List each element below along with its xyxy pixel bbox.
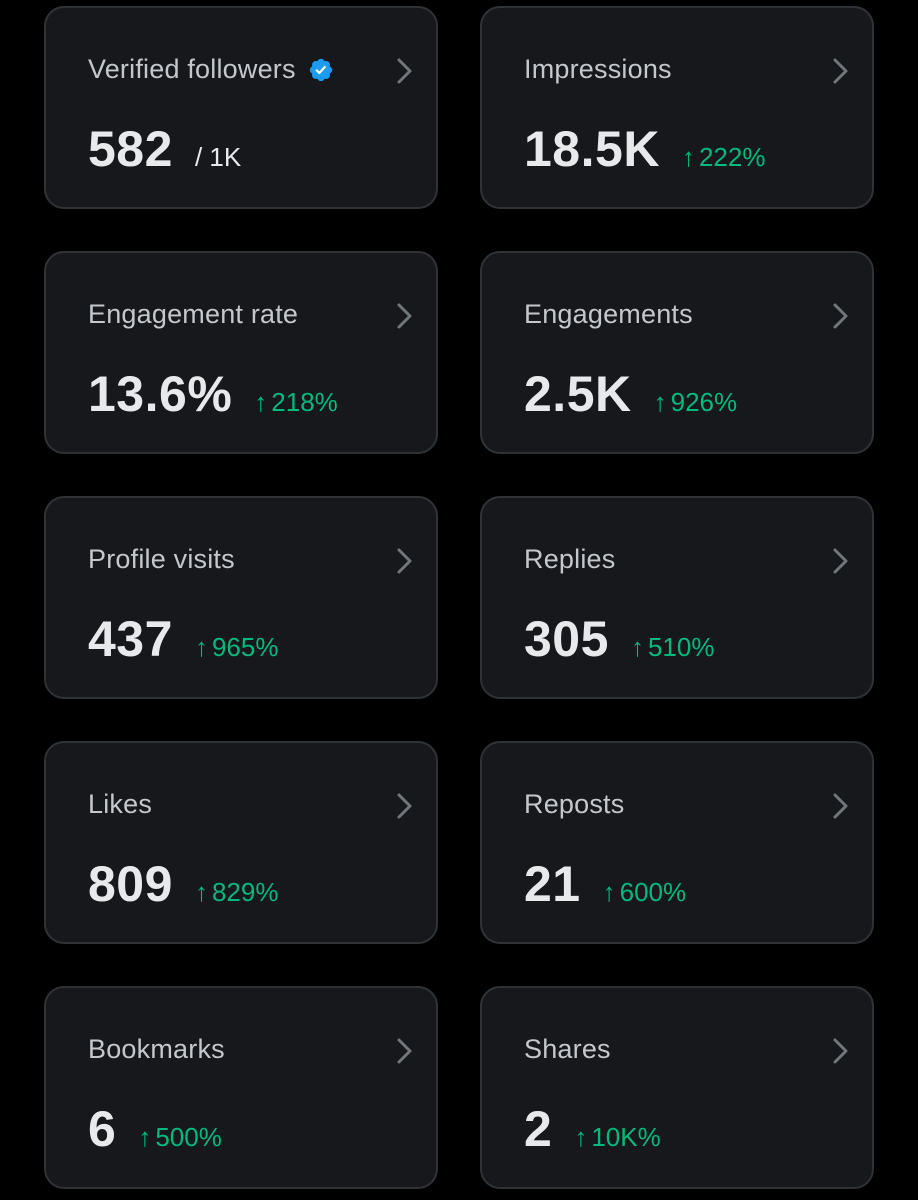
change-value: 829% [211,877,279,907]
chevron-right-icon [833,58,848,84]
chevron-right-icon [397,548,412,574]
change-indicator: ↑ 829% [195,877,279,908]
card-value: 437 [88,611,173,667]
card-bookmarks[interactable]: Bookmarks 6 ↑ 500% [44,986,438,1189]
card-title: Likes [88,789,153,819]
card-title: Profile visits [88,544,235,574]
arrow-up-icon: ↑ [254,387,268,417]
card-title: Replies [524,544,616,574]
card-title: Engagements [524,299,693,329]
arrow-up-icon: ↑ [630,632,644,662]
arrow-up-icon: ↑ [138,1122,152,1152]
value-row: 6 ↑ 500% [88,1100,222,1158]
card-shares[interactable]: Shares 2 ↑ 10K% [480,986,874,1189]
change-indicator: ↑ 965% [195,632,279,663]
arrow-up-icon: ↑ [574,1122,588,1152]
card-title: Engagement rate [88,299,299,329]
change-indicator: ↑ 926% [654,387,738,418]
value-row: 2 ↑ 10K% [524,1100,661,1158]
arrow-up-icon: ↑ [681,142,695,172]
card-value: 2 [524,1101,553,1157]
card-reposts[interactable]: Reposts 21 ↑ 600% [480,741,874,944]
change-value: 926% [670,387,738,417]
value-row: 18.5K ↑ 222% [524,120,765,178]
change-indicator: ↑ 218% [254,387,338,418]
card-value: 13.6% [88,366,233,422]
verified-badge-icon [309,58,332,81]
change-value: 965% [211,632,279,662]
card-value: 18.5K [524,121,660,177]
card-value: 582 [88,121,173,177]
card-title: Impressions [524,54,672,84]
card-goal: / 1K [194,142,242,172]
card-verified-followers[interactable]: Verified followers 582 / 1K [44,6,438,209]
card-title: Reposts [524,789,625,819]
card-value: 6 [88,1101,117,1157]
card-title: Shares [524,1034,611,1064]
chevron-right-icon [833,793,848,819]
change-value: 500% [155,1122,222,1152]
value-row: 809 ↑ 829% [88,855,278,913]
change-value: 222% [698,142,766,172]
card-value: 305 [524,611,609,667]
card-replies[interactable]: Replies 305 ↑ 510% [480,496,874,699]
change-indicator: ↑ 222% [682,142,766,173]
card-title: Bookmarks [88,1034,225,1064]
card-engagement-rate[interactable]: Engagement rate 13.6% ↑ 218% [44,251,438,454]
change-indicator: ↑ 10K% [574,1122,660,1153]
arrow-up-icon: ↑ [194,877,208,907]
arrow-up-icon: ↑ [602,877,616,907]
card-value: 2.5K [524,366,632,422]
value-row: 13.6% ↑ 218% [88,365,338,423]
arrow-up-icon: ↑ [194,632,208,662]
value-row: 21 ↑ 600% [524,855,686,913]
arrow-up-icon: ↑ [653,387,667,417]
chevron-right-icon [833,1038,848,1064]
change-value: 510% [647,632,715,662]
card-likes[interactable]: Likes 809 ↑ 829% [44,741,438,944]
card-title: Verified followers [88,54,296,84]
value-row: 437 ↑ 965% [88,610,278,668]
card-value: 21 [524,856,581,912]
card-profile-visits[interactable]: Profile visits 437 ↑ 965% [44,496,438,699]
value-row: 305 ↑ 510% [524,610,714,668]
chevron-right-icon [397,793,412,819]
value-row: 582 / 1K [88,120,241,178]
card-value: 809 [88,856,173,912]
chevron-right-icon [397,1038,412,1064]
chevron-right-icon [397,303,412,329]
chevron-right-icon [397,58,412,84]
change-indicator: ↑ 500% [138,1122,222,1153]
metrics-grid: Verified followers 582 / 1K Impressions … [44,6,874,1189]
chevron-right-icon [833,548,848,574]
card-impressions[interactable]: Impressions 18.5K ↑ 222% [480,6,874,209]
value-row: 2.5K ↑ 926% [524,365,737,423]
change-value: 10K% [591,1122,661,1152]
chevron-right-icon [833,303,848,329]
card-title-row: Verified followers [88,54,334,85]
change-value: 600% [619,877,687,907]
change-indicator: ↑ 600% [603,877,687,908]
change-value: 218% [271,387,338,417]
change-indicator: ↑ 510% [631,632,715,663]
card-engagements[interactable]: Engagements 2.5K ↑ 926% [480,251,874,454]
